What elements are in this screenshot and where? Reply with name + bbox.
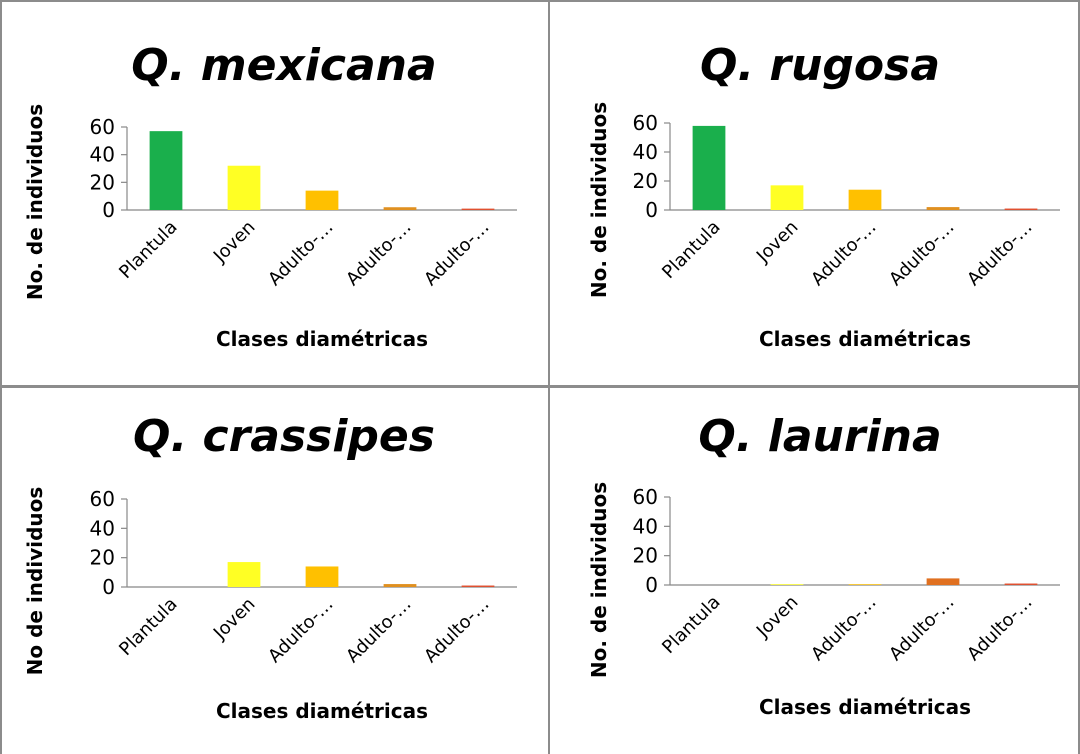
y-tick-label: 60 xyxy=(633,111,658,135)
chart-svg-4: Q. laurina No. de individuos 0 20 40 60 Plantu… xyxy=(587,411,1060,719)
chart-panel-1: Q. mexicana No. de individuos 0 20 40 60 Plant… xyxy=(2,2,548,385)
x-axis-label: Clases diamétricas xyxy=(216,327,428,351)
x-tick-label: Adulto-… xyxy=(963,217,1036,290)
x-tick-label: Plantula xyxy=(115,594,181,660)
chart-panel-2: Q. rugosa No. de individuos 0 20 40 60 Plantul… xyxy=(550,2,1078,385)
y-tick-label: 20 xyxy=(90,546,115,570)
bar xyxy=(692,125,726,210)
bar xyxy=(848,189,882,210)
x-axis-label: Clases diamétricas xyxy=(759,695,971,719)
y-tick-label: 20 xyxy=(90,170,115,194)
border-right xyxy=(1078,0,1080,754)
x-axis-label: Clases diamétricas xyxy=(216,699,428,723)
bar xyxy=(1004,208,1038,210)
y-tick-label: 40 xyxy=(633,514,658,538)
y-axis-label: No de individuos xyxy=(23,487,47,676)
chart-svg-2: Q. rugosa No. de individuos 0 20 40 60 Plantul… xyxy=(587,40,1060,351)
bar xyxy=(227,562,261,587)
y-tick-label: 20 xyxy=(633,544,658,568)
y-tick-label: 40 xyxy=(633,140,658,164)
bar xyxy=(149,131,183,210)
bar xyxy=(383,207,417,210)
x-axis-label: Clases diamétricas xyxy=(759,327,971,351)
x-tick-label: Joven xyxy=(752,592,803,643)
y-tick-label: 40 xyxy=(90,516,115,540)
bar xyxy=(305,190,339,210)
bar xyxy=(926,578,960,585)
bar xyxy=(383,584,417,587)
chart-panel-3: Q. crassipes No de individuos 0 20 40 60 Plant… xyxy=(2,388,548,754)
x-tick-label: Joven xyxy=(209,594,260,645)
y-axis-label: No. de individuos xyxy=(587,482,611,678)
x-tick-label: Adulto-… xyxy=(342,594,415,667)
border-left xyxy=(0,0,2,754)
bar xyxy=(770,584,804,585)
x-tick-label: Joven xyxy=(752,217,803,268)
y-tick-label: 60 xyxy=(90,115,115,139)
bar xyxy=(848,584,882,585)
x-tick-label: Plantula xyxy=(115,217,181,283)
y-axis-label: No. de individuos xyxy=(587,102,611,298)
border-middle-vertical xyxy=(548,0,550,754)
chart-title: Q. laurina xyxy=(698,411,941,462)
y-tick-label: 60 xyxy=(90,487,115,511)
bar xyxy=(926,207,960,210)
x-tick-label: Joven xyxy=(209,217,260,268)
y-tick-label: 40 xyxy=(90,143,115,167)
bar xyxy=(461,585,495,587)
y-axis-label: No. de individuos xyxy=(23,104,47,300)
chart-title: Q. crassipes xyxy=(133,411,435,462)
y-tick-label: 0 xyxy=(102,575,115,599)
chart-title: Q. rugosa xyxy=(700,40,940,91)
x-tick-label: Adulto-… xyxy=(885,592,958,665)
border-middle-horizontal xyxy=(0,385,1080,388)
bar xyxy=(305,566,339,587)
y-tick-label: 0 xyxy=(645,198,658,222)
x-tick-label: Adulto-… xyxy=(420,594,493,667)
x-tick-label: Adulto-… xyxy=(963,592,1036,665)
x-tick-label: Adulto-… xyxy=(264,217,337,290)
x-tick-label: Adulto-… xyxy=(342,217,415,290)
bar xyxy=(770,185,804,210)
y-tick-label: 0 xyxy=(645,573,658,597)
x-tick-label: Adulto-… xyxy=(807,217,880,290)
chart-svg-1: Q. mexicana No. de individuos 0 20 40 60 Plant… xyxy=(23,40,517,351)
x-tick-label: Adulto-… xyxy=(885,217,958,290)
y-tick-label: 20 xyxy=(633,169,658,193)
x-tick-label: Adulto-… xyxy=(420,217,493,290)
x-tick-label: Plantula xyxy=(658,592,724,658)
x-tick-label: Plantula xyxy=(658,217,724,283)
bar xyxy=(461,208,495,210)
y-tick-label: 0 xyxy=(102,198,115,222)
chart-svg-3: Q. crassipes No de individuos 0 20 40 60 Plant… xyxy=(23,411,517,723)
border-top xyxy=(0,0,1080,2)
x-tick-label: Adulto-… xyxy=(264,594,337,667)
chart-panel-4: Q. laurina No. de individuos 0 20 40 60 Plantu… xyxy=(550,388,1078,754)
chart-title: Q. mexicana xyxy=(131,40,436,91)
bar xyxy=(227,165,261,210)
x-tick-label: Adulto-… xyxy=(807,592,880,665)
bar xyxy=(1004,583,1038,585)
y-tick-label: 60 xyxy=(633,485,658,509)
